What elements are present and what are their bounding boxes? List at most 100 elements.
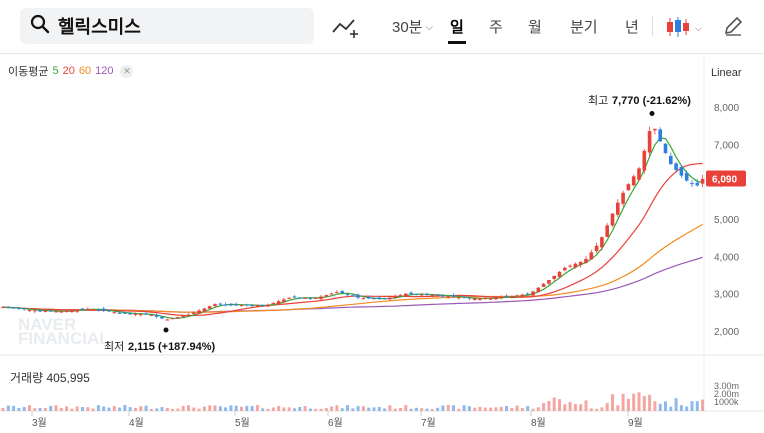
volume-bar: [425, 408, 429, 411]
candle-body: [525, 293, 530, 295]
period-30min[interactable]: 30분 ⌵: [392, 19, 434, 36]
volume-label: 거래량: [10, 371, 44, 385]
candle-body: [578, 261, 583, 265]
volume-bar: [701, 399, 705, 411]
price-tick-label: 4,000: [714, 252, 739, 263]
volume-bar: [38, 407, 42, 411]
volume-bar: [240, 406, 243, 411]
volume-bar: [308, 408, 312, 411]
volume-bar: [340, 408, 344, 411]
candle-body: [345, 294, 350, 296]
candlestick-type-icon[interactable]: ⌵: [664, 14, 704, 40]
candle-body: [600, 237, 604, 248]
candle-body: [139, 314, 143, 316]
candle-body: [647, 131, 652, 153]
search-icon: [30, 14, 50, 39]
candle-body: [531, 291, 535, 296]
compare-chart-add-icon[interactable]: [330, 14, 360, 40]
volume-bar: [202, 406, 206, 411]
candle-body: [684, 172, 689, 181]
candle-body: [584, 258, 588, 263]
volume-bar: [563, 404, 567, 411]
volume-bar: [102, 406, 106, 411]
drawing-pencil-icon[interactable]: [722, 15, 744, 37]
volume-bar: [234, 405, 238, 411]
candle-body: [658, 129, 662, 142]
high-annotation-value: 7,770 (-21.62%): [612, 95, 691, 107]
candle-body: [292, 296, 297, 298]
candle-body: [478, 298, 482, 300]
volume-bar: [679, 405, 683, 411]
period-year[interactable]: 년: [625, 19, 639, 36]
candle-body: [483, 298, 488, 300]
candle-body: [22, 308, 26, 310]
volume-bar: [489, 407, 493, 411]
period-day[interactable]: 일: [448, 16, 466, 44]
volume-bar: [383, 408, 387, 411]
volume-bar: [293, 408, 296, 411]
candle-body: [75, 309, 79, 312]
volume-bar: [531, 408, 535, 411]
volume-bar: [28, 405, 31, 411]
volume-bar: [155, 408, 159, 411]
volume-bar: [584, 400, 588, 411]
candle-body: [38, 310, 42, 312]
high-marker: [649, 111, 655, 117]
candle-body: [239, 304, 244, 306]
candle-body: [700, 179, 705, 184]
candle-body: [335, 292, 339, 294]
volume-bar: [277, 406, 281, 411]
candle-body: [573, 263, 578, 268]
price-tick-label: 5,000: [714, 215, 739, 226]
candle-body: [160, 316, 164, 319]
candle-body: [86, 308, 90, 310]
stock-search-box[interactable]: 헬릭스미스: [20, 8, 314, 44]
candle-body: [631, 176, 636, 186]
candle-body: [70, 310, 74, 312]
candle-body: [144, 313, 148, 315]
candle-body: [112, 312, 117, 314]
current-price-label: 6,090: [712, 174, 737, 185]
candle-body: [494, 297, 498, 300]
stock-name[interactable]: 헬릭스미스: [58, 17, 141, 37]
candle-body: [419, 294, 424, 296]
candle-body: [123, 312, 127, 314]
candle-body: [308, 298, 313, 300]
volume-tick-label: 1000k: [714, 397, 739, 407]
period-week[interactable]: 주: [489, 19, 503, 36]
candle-body: [234, 304, 238, 306]
candle-body: [282, 299, 286, 302]
volume-bar: [213, 405, 217, 411]
candle-body: [54, 311, 58, 313]
ma-120: 120: [95, 65, 114, 77]
volume-bar: [70, 408, 74, 411]
volume-bar: [361, 406, 365, 411]
scale-toggle[interactable]: Linear: [711, 67, 742, 79]
volume-bar: [690, 401, 694, 411]
volume-bar: [261, 408, 265, 411]
volume-bar: [356, 406, 360, 411]
price-tick-label: 2,000: [714, 327, 739, 338]
candle-body: [1, 307, 5, 309]
period-month[interactable]: 월: [528, 19, 542, 36]
volume-bar: [54, 405, 58, 411]
volume-bar: [367, 407, 371, 411]
volume-bar: [536, 407, 540, 411]
candle-body: [398, 294, 403, 296]
candle-body: [319, 296, 323, 300]
volume-bar: [648, 394, 652, 411]
candle-body: [266, 304, 270, 307]
candle-body: [605, 225, 609, 237]
low-annotation-label: 최저: [104, 340, 124, 353]
candle-body: [610, 213, 615, 226]
close-ma-icon[interactable]: ✕: [120, 64, 134, 78]
candle-body: [27, 310, 32, 312]
volume-bar: [478, 406, 482, 411]
volume-bar: [65, 406, 69, 411]
volume-bar: [605, 403, 609, 411]
month-label: 4월: [129, 417, 144, 429]
volume-bar: [17, 408, 21, 411]
volume-bar: [372, 407, 376, 411]
period-quarter[interactable]: 분기: [570, 19, 598, 36]
